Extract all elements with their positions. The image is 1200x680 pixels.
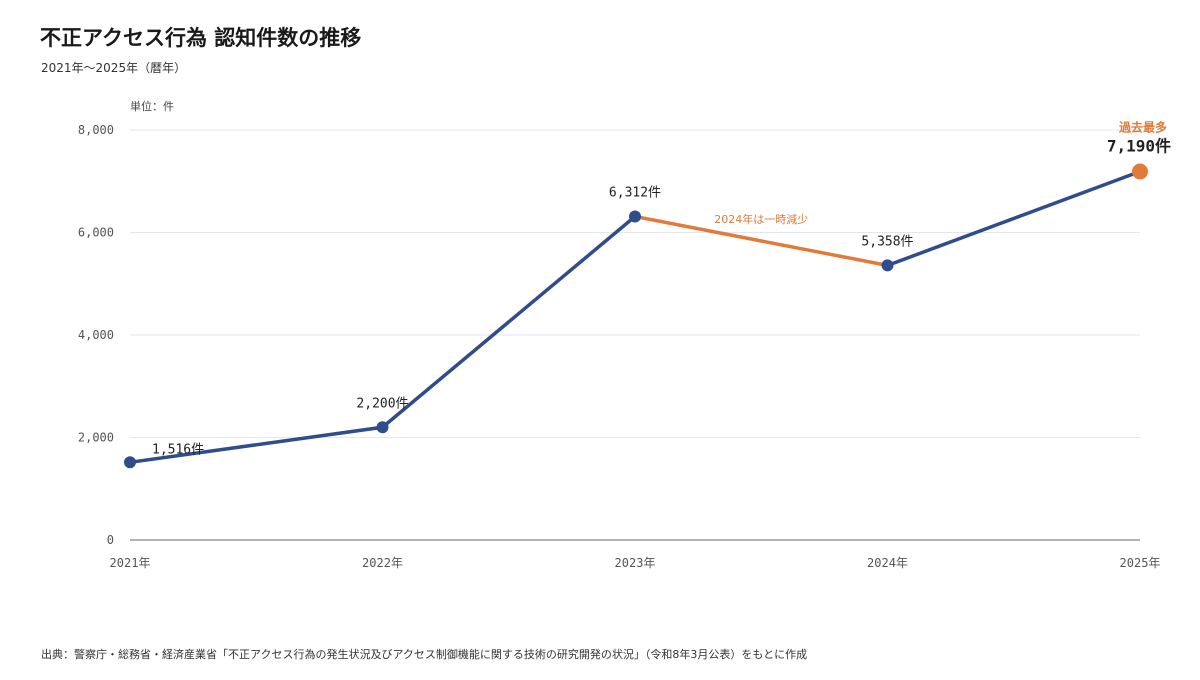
y-tick-label: 2,000	[78, 431, 114, 445]
data-label: 5,358件	[861, 234, 913, 249]
record-high-annotation: 過去最多	[1118, 120, 1167, 135]
data-labels: 1,516件 2,200件 6,312件 5,358件 7,190件	[152, 137, 1171, 458]
data-point	[881, 259, 894, 272]
x-tick-label: 2024年	[867, 556, 908, 570]
chart-subtitle: 2021年〜2025年（暦年）	[41, 61, 187, 75]
line-segment	[128, 425, 385, 465]
line-segment-highlight	[633, 214, 890, 268]
data-point	[376, 421, 389, 434]
y-tick-label: 8,000	[78, 123, 114, 137]
data-label: 6,312件	[609, 186, 661, 201]
data-points	[124, 163, 1148, 469]
x-tick-label: 2021年	[110, 556, 151, 570]
y-tick-label: 6,000	[78, 226, 114, 240]
unit-label: 単位：件	[130, 99, 174, 113]
line-segment	[380, 214, 637, 429]
line-segment	[885, 169, 1142, 268]
source-note: 出典：警察庁・総務省・経済産業省「不正アクセス行為の発生状況及びアクセス制御機能…	[41, 648, 808, 661]
data-point-record	[1132, 163, 1148, 180]
x-axis-ticks: 2021年 2022年 2023年 2024年 2025年	[110, 556, 1161, 570]
annotations: 過去最多 2024年は一時減少	[714, 120, 1167, 226]
x-tick-label: 2023年	[615, 556, 656, 570]
y-axis-ticks: 0 2,000 4,000 6,000 8,000	[78, 123, 114, 547]
x-tick-label: 2022年	[362, 556, 403, 570]
data-point	[124, 456, 136, 469]
data-label: 1,516件	[152, 442, 204, 457]
data-point	[629, 210, 641, 223]
data-label: 7,190件	[1107, 137, 1171, 156]
dip-annotation: 2024年は一時減少	[714, 212, 808, 226]
x-tick-label: 2025年	[1120, 556, 1161, 570]
series-lines	[128, 169, 1142, 465]
y-tick-label: 4,000	[78, 328, 114, 342]
data-label: 2,200件	[356, 396, 408, 411]
y-tick-label: 0	[107, 533, 114, 547]
chart-title: 不正アクセス行為 認知件数の推移	[40, 26, 362, 50]
